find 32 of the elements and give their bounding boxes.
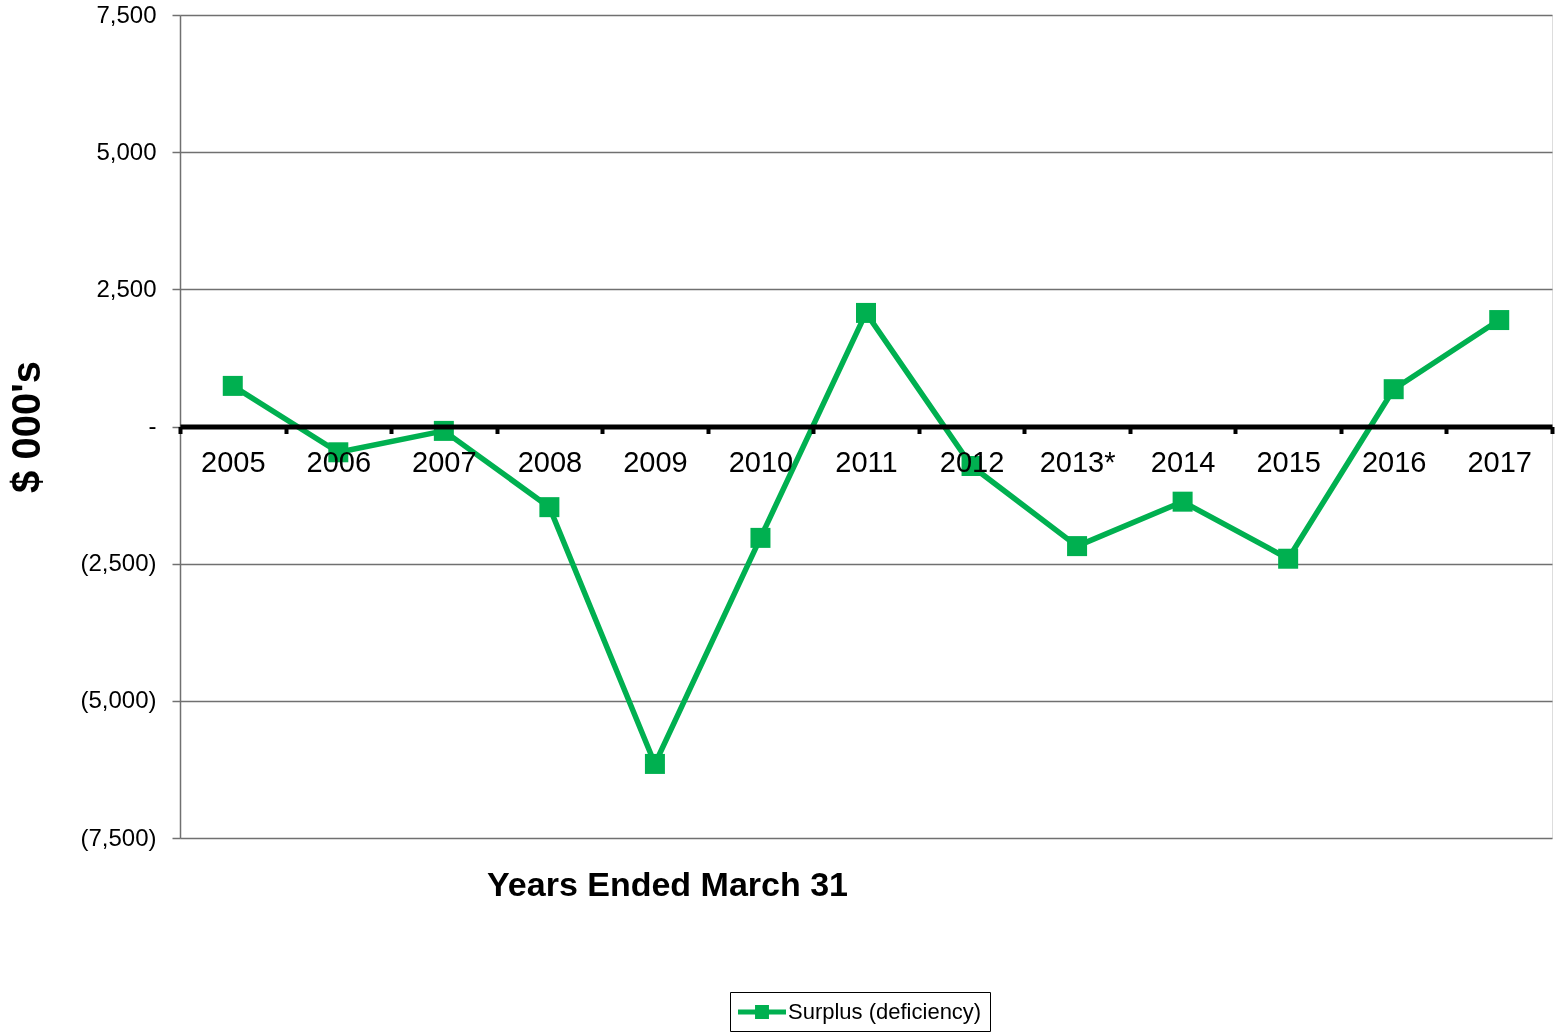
point: [1067, 536, 1088, 557]
point: [1383, 379, 1404, 400]
y-tick-label: 5,000: [96, 137, 157, 165]
x-tick-label: 2007: [412, 446, 477, 478]
point: [750, 527, 771, 548]
y-tick-label: 2,500: [96, 274, 157, 302]
x-tick-label: 2010: [728, 446, 794, 478]
point: [539, 497, 560, 518]
point: [644, 753, 665, 774]
point: [222, 375, 243, 396]
legend-label: Surplus (deficiency): [788, 999, 982, 1024]
x-tick-label: 2008: [517, 446, 583, 478]
x-tick-label: 2017: [1467, 446, 1532, 478]
y-tick-label: (7,500): [80, 823, 157, 851]
x-tick-label: 2013*: [1039, 446, 1116, 478]
x-tick-label: 2009: [623, 446, 688, 478]
x-tick-label: 2016: [1361, 446, 1427, 478]
x-axis-title: Years Ended March 31: [487, 864, 848, 903]
x-tick-label: 2011: [835, 446, 898, 478]
point: [1278, 548, 1299, 569]
y-tick-label: (2,500): [80, 549, 157, 577]
y-axis-title: $ 000's: [3, 361, 48, 493]
y-tick-label: (5,000): [80, 686, 157, 714]
y-tick-label: -: [148, 412, 157, 439]
y-tick-label: 7,500: [96, 0, 157, 28]
x-tick-label: 2014: [1150, 446, 1216, 478]
point: [1172, 491, 1193, 512]
point: [856, 302, 876, 323]
x-tick-label: 2006: [306, 446, 372, 478]
point: [1489, 310, 1510, 331]
x-tick-label: 2005: [201, 446, 266, 478]
x-tick-label: 2015: [1256, 446, 1321, 478]
